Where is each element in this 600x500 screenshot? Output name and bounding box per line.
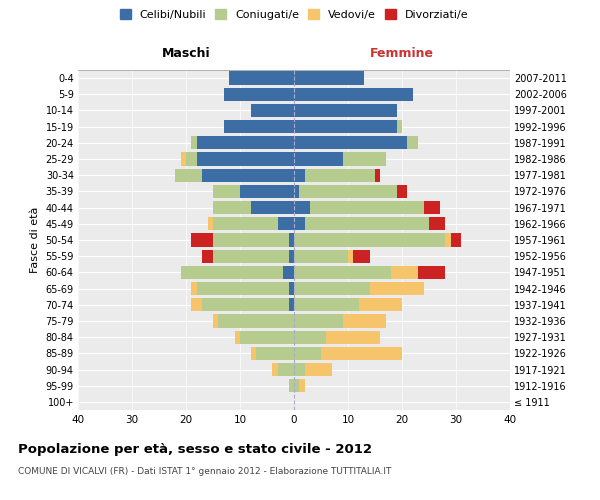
- Bar: [213, 201, 251, 214]
- Bar: [397, 120, 402, 134]
- Bar: [224, 88, 294, 101]
- Bar: [256, 346, 294, 360]
- Bar: [251, 346, 256, 360]
- Bar: [240, 330, 294, 344]
- Bar: [294, 346, 321, 360]
- Bar: [375, 168, 380, 182]
- Bar: [294, 298, 359, 312]
- Bar: [294, 185, 299, 198]
- Bar: [370, 282, 424, 295]
- Bar: [191, 234, 213, 246]
- Bar: [424, 201, 440, 214]
- Bar: [213, 217, 278, 230]
- Bar: [397, 185, 407, 198]
- Bar: [213, 234, 289, 246]
- Bar: [186, 152, 197, 166]
- Bar: [294, 168, 305, 182]
- Bar: [208, 217, 213, 230]
- Bar: [299, 185, 397, 198]
- Bar: [224, 120, 294, 134]
- Bar: [289, 298, 294, 312]
- Bar: [289, 234, 294, 246]
- Bar: [197, 136, 294, 149]
- Bar: [181, 266, 283, 279]
- Bar: [213, 250, 289, 263]
- Bar: [235, 330, 240, 344]
- Text: Femmine: Femmine: [370, 48, 434, 60]
- Bar: [294, 120, 397, 134]
- Bar: [294, 282, 370, 295]
- Bar: [299, 379, 305, 392]
- Bar: [197, 152, 294, 166]
- Bar: [197, 282, 289, 295]
- Bar: [445, 234, 451, 246]
- Bar: [191, 282, 197, 295]
- Bar: [213, 314, 218, 328]
- Bar: [294, 314, 343, 328]
- Bar: [391, 266, 418, 279]
- Bar: [278, 363, 294, 376]
- Bar: [418, 266, 445, 279]
- Bar: [294, 379, 299, 392]
- Bar: [272, 363, 278, 376]
- Bar: [305, 217, 429, 230]
- Bar: [283, 266, 294, 279]
- Bar: [251, 104, 294, 117]
- Bar: [353, 250, 370, 263]
- Bar: [278, 217, 294, 230]
- Bar: [407, 136, 418, 149]
- Text: Popolazione per età, sesso e stato civile - 2012: Popolazione per età, sesso e stato civil…: [18, 442, 372, 456]
- Bar: [294, 266, 391, 279]
- Bar: [202, 168, 294, 182]
- Bar: [348, 250, 353, 263]
- Bar: [289, 250, 294, 263]
- Bar: [343, 314, 386, 328]
- Bar: [294, 363, 305, 376]
- Bar: [289, 379, 294, 392]
- Bar: [289, 282, 294, 295]
- Bar: [294, 250, 348, 263]
- Bar: [229, 72, 294, 85]
- Bar: [305, 168, 375, 182]
- Bar: [213, 185, 240, 198]
- Bar: [294, 88, 413, 101]
- Bar: [305, 363, 332, 376]
- Bar: [310, 201, 424, 214]
- Bar: [202, 298, 289, 312]
- Bar: [294, 217, 305, 230]
- Bar: [294, 104, 397, 117]
- Bar: [294, 136, 407, 149]
- Bar: [181, 152, 186, 166]
- Bar: [202, 250, 213, 263]
- Legend: Celibi/Nubili, Coniugati/e, Vedovi/e, Divorziati/e: Celibi/Nubili, Coniugati/e, Vedovi/e, Di…: [119, 10, 469, 20]
- Text: COMUNE DI VICALVI (FR) - Dati ISTAT 1° gennaio 2012 - Elaborazione TUTTITALIA.IT: COMUNE DI VICALVI (FR) - Dati ISTAT 1° g…: [18, 468, 391, 476]
- Bar: [240, 185, 294, 198]
- Bar: [294, 152, 343, 166]
- Bar: [451, 234, 461, 246]
- Bar: [251, 201, 294, 214]
- Bar: [326, 330, 380, 344]
- Bar: [429, 217, 445, 230]
- Bar: [321, 346, 402, 360]
- Bar: [343, 152, 386, 166]
- Bar: [191, 136, 197, 149]
- Bar: [218, 314, 294, 328]
- Y-axis label: Fasce di età: Fasce di età: [30, 207, 40, 273]
- Text: Maschi: Maschi: [161, 48, 211, 60]
- Bar: [294, 72, 364, 85]
- Bar: [359, 298, 402, 312]
- Bar: [294, 330, 326, 344]
- Bar: [294, 201, 310, 214]
- Bar: [191, 298, 202, 312]
- Bar: [175, 168, 202, 182]
- Bar: [294, 234, 445, 246]
